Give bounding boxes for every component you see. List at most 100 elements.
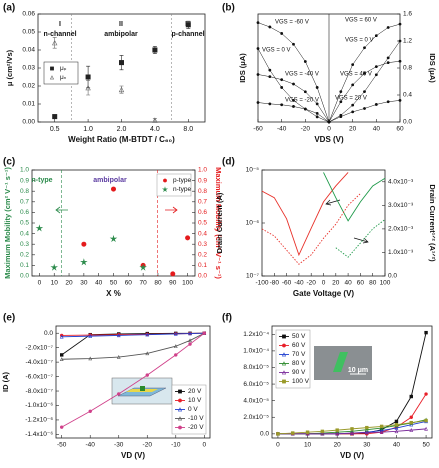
marker [116, 333, 121, 338]
marker [292, 99, 295, 102]
marker [424, 418, 428, 423]
y2-tick-label: 1.6 [403, 11, 412, 18]
marker [152, 47, 158, 53]
y2-tick-label: 3.0x10⁻³ [388, 202, 414, 209]
series-label: VGS = -20 V [285, 98, 319, 104]
x-tick-label: -60 [253, 126, 263, 133]
marker [281, 352, 287, 357]
y2-tick-label: 0.3 [198, 241, 207, 248]
marker [315, 86, 319, 89]
series-line [323, 172, 386, 222]
marker [291, 431, 295, 435]
y-tick-label: 0.4 [20, 230, 29, 237]
micrograph [314, 346, 372, 380]
marker [85, 74, 91, 80]
x-tick-label: 0 [327, 126, 331, 133]
annotation: ambipolar [93, 177, 127, 184]
marker [178, 398, 182, 403]
marker [363, 90, 366, 94]
y-tick-label: 10⁻⁷ [246, 273, 260, 280]
marker [292, 105, 295, 108]
marker [351, 103, 355, 107]
y-tick-label: -1.2x10⁻⁶ [25, 417, 53, 424]
marker [365, 425, 369, 430]
y-tick-label: 4.0x10⁻⁵ [243, 397, 269, 404]
legend-label: 0 V [188, 406, 198, 413]
panel-label: (f) [222, 313, 232, 324]
y-tick-label: 0.2 [20, 252, 29, 259]
marker [116, 355, 121, 359]
marker [173, 331, 178, 336]
marker [350, 430, 354, 435]
x-tick-label: -60 [282, 280, 292, 287]
marker [188, 342, 192, 346]
x-tick-label: 4.0 [150, 126, 160, 133]
marker [145, 351, 150, 356]
x-tick-label: 0 [276, 442, 280, 449]
series-label: VGS = 20 V [335, 96, 367, 102]
x-tick-label: 10 [51, 280, 59, 287]
x-tick-label: 0 [322, 280, 326, 287]
marker [173, 344, 178, 348]
y2-axis-label: Maximum Mobility (cm² V⁻¹ s⁻¹) [214, 167, 223, 279]
marker [409, 415, 413, 419]
x-tick-label: 50 [422, 442, 430, 449]
x-tick-label: 0.5 [50, 126, 60, 133]
y2-tick-label: 0.9 [198, 177, 207, 184]
marker [305, 430, 310, 434]
marker [282, 334, 286, 339]
legend-label: p-type [173, 177, 191, 184]
marker [394, 419, 399, 424]
y2-tick-label: 0.4 [403, 92, 412, 99]
series-line [335, 219, 386, 258]
marker [268, 102, 272, 106]
y2-tick-label: 0.0 [388, 273, 397, 280]
y-tick-label: -6.0x10⁻⁷ [26, 373, 54, 380]
marker [409, 420, 413, 425]
series-line [61, 332, 205, 360]
marker [303, 90, 307, 94]
y-tick-label: 0.5 [20, 220, 29, 227]
marker [256, 47, 260, 50]
y-tick-label: 0.0 [44, 330, 53, 337]
y-tick-label: 6.0x10⁻⁵ [243, 381, 269, 388]
x-tick-label: -40 [86, 442, 96, 449]
y-tick-label: 0.04 [22, 47, 35, 54]
legend-label: -20 V [188, 424, 204, 431]
marker [315, 111, 319, 115]
series-line [261, 172, 349, 257]
y-tick-label: 0.0 [20, 273, 29, 280]
plot-frame [271, 325, 433, 439]
marker [88, 356, 93, 361]
marker [111, 186, 117, 192]
marker [320, 431, 325, 436]
legend-label: 90 V [292, 369, 306, 376]
series-label: VGS = 0 V [345, 38, 374, 44]
x-tick-label: -20 [306, 280, 316, 287]
series-label: VGS = -40 V [285, 72, 319, 78]
marker [374, 34, 378, 38]
annotation: I [59, 21, 61, 28]
error-bar [86, 80, 91, 96]
annotation: ambipolar [104, 31, 138, 38]
marker [185, 235, 191, 241]
x-axis-label: X % [106, 289, 121, 298]
x-axis-label: VDS (V) [314, 135, 344, 144]
x-tick-label: 70 [140, 280, 148, 287]
marker [50, 263, 58, 271]
panel-label: (d) [222, 157, 235, 168]
y-tick-label: -2.0x10⁻⁷ [26, 344, 54, 351]
x-tick-label: -20 [301, 126, 311, 133]
marker [145, 373, 149, 377]
marker [256, 21, 260, 25]
marker [351, 110, 355, 114]
y2-tick-label: 0.7 [198, 199, 207, 206]
y-tick-label: 1.2x10⁻⁴ [243, 331, 269, 338]
x-tick-label: -40 [294, 280, 304, 287]
marker [174, 353, 178, 357]
marker [424, 330, 428, 335]
y-tick-label: 0.0 [260, 431, 269, 438]
y-axis-label: μ (cm²/Vs) [5, 49, 14, 86]
y2-tick-label: 0.6 [198, 209, 207, 216]
marker [282, 343, 286, 348]
